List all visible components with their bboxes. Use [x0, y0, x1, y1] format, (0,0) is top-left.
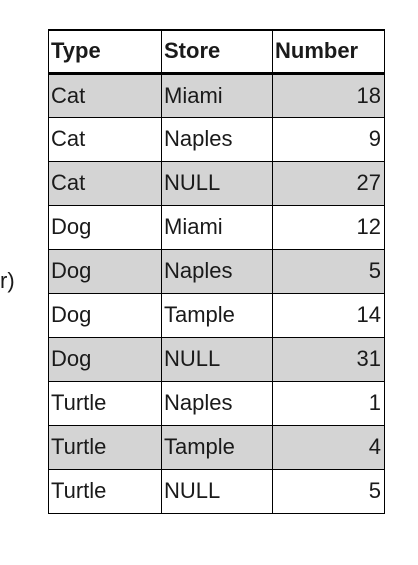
cell-type: Dog [48, 248, 162, 294]
cell-type: Turtle [48, 468, 162, 514]
table-row: Dog Miami 12 [48, 204, 385, 250]
header-number: Number [272, 29, 385, 75]
table-row: Turtle Naples 1 [48, 380, 385, 426]
cell-number: 18 [272, 72, 385, 118]
cell-number: 1 [272, 380, 385, 426]
header-type: Type [48, 29, 162, 75]
cell-type: Turtle [48, 380, 162, 426]
cell-type: Cat [48, 116, 162, 162]
cell-number: 27 [272, 160, 385, 206]
cell-type: Cat [48, 72, 162, 118]
table-row: Turtle Tample 4 [48, 424, 385, 470]
cell-number: 12 [272, 204, 385, 250]
cell-store: Miami [161, 204, 273, 250]
cell-type: Dog [48, 292, 162, 338]
cell-type: Cat [48, 160, 162, 206]
cell-store: NULL [161, 336, 273, 382]
cell-number: 4 [272, 424, 385, 470]
cell-store: Tample [161, 292, 273, 338]
table-row: Cat Naples 9 [48, 116, 385, 162]
cell-number: 5 [272, 248, 385, 294]
header-store: Store [161, 29, 273, 75]
cell-type: Dog [48, 336, 162, 382]
cell-number: 5 [272, 468, 385, 514]
table-row: Cat Miami 18 [48, 72, 385, 118]
cell-type: Turtle [48, 424, 162, 470]
table-row: Cat NULL 27 [48, 160, 385, 206]
data-table: Type Store Number Cat Miami 18 Cat Naples 9 Ca… [48, 29, 385, 514]
cell-store: Naples [161, 116, 273, 162]
table-row: Turtle NULL 5 [48, 468, 385, 514]
cell-number: 14 [272, 292, 385, 338]
cell-store: NULL [161, 160, 273, 206]
cell-store: Naples [161, 248, 273, 294]
cell-number: 9 [272, 116, 385, 162]
cell-store: Miami [161, 72, 273, 118]
table-row: Dog Tample 14 [48, 292, 385, 338]
table-row: Dog NULL 31 [48, 336, 385, 382]
header-row: Type Store Number [48, 29, 385, 75]
cell-store: NULL [161, 468, 273, 514]
table-row: Dog Naples 5 [48, 248, 385, 294]
cell-number: 31 [272, 336, 385, 382]
cell-store: Tample [161, 424, 273, 470]
cell-store: Naples [161, 380, 273, 426]
clipped-text-fragment: r) [0, 268, 15, 293]
cell-type: Dog [48, 204, 162, 250]
